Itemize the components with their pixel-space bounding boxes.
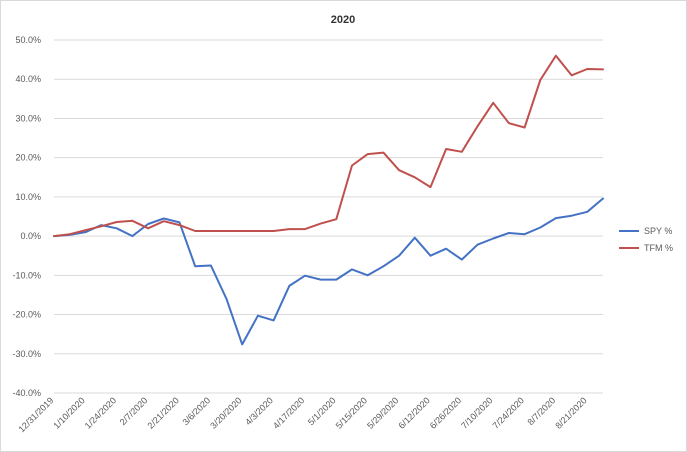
legend-label: TFM % <box>644 243 673 253</box>
y-tick-label: 30.0% <box>15 113 41 123</box>
chart-title: 2020 <box>331 14 355 26</box>
x-tick-label: 3/20/2020 <box>208 395 243 430</box>
y-tick-label: 40.0% <box>15 74 41 84</box>
x-tick-label: 4/17/2020 <box>271 395 306 430</box>
y-tick-label: 50.0% <box>15 35 41 45</box>
y-axis-ticks: 50.0% 40.0% 30.0% 20.0% 10.0% 0.0% -10.0% -20.0… <box>12 35 41 398</box>
x-tick-label: 6/26/2020 <box>428 395 463 430</box>
y-tick-label: -20.0% <box>12 310 41 320</box>
y-tick-label: 0.0% <box>20 231 41 241</box>
x-tick-label: 5/29/2020 <box>365 395 400 430</box>
x-tick-label: 6/12/2020 <box>396 395 431 430</box>
x-tick-label: 12/31/2019 <box>16 395 55 434</box>
legend: SPY % TFM % <box>619 226 673 253</box>
x-tick-label: 4/3/2020 <box>243 395 275 427</box>
x-tick-label: 7/10/2020 <box>459 395 494 430</box>
legend-label: SPY % <box>644 226 672 236</box>
y-tick-label: -10.0% <box>12 270 41 280</box>
y-tick-label: 10.0% <box>15 192 41 202</box>
x-tick-label: 2/21/2020 <box>146 395 181 430</box>
x-tick-label: 8/7/2020 <box>526 395 558 427</box>
y-tick-label: -30.0% <box>12 349 41 359</box>
x-tick-label: 1/10/2020 <box>51 395 86 430</box>
gridlines <box>54 39 603 394</box>
x-tick-label: 8/21/2020 <box>553 395 588 430</box>
x-tick-label: 1/24/2020 <box>83 395 118 430</box>
x-tick-label: 3/6/2020 <box>180 395 212 427</box>
x-tick-label: 5/1/2020 <box>306 395 338 427</box>
x-tick-label: 5/15/2020 <box>334 395 369 430</box>
y-tick-label: 20.0% <box>15 153 41 163</box>
x-tick-label: 7/24/2020 <box>491 395 526 430</box>
x-tick-label: 2/7/2020 <box>118 395 150 427</box>
series-line-2 <box>53 54 604 238</box>
y-tick-label: -40.0% <box>12 388 41 398</box>
series-lines <box>53 54 604 346</box>
